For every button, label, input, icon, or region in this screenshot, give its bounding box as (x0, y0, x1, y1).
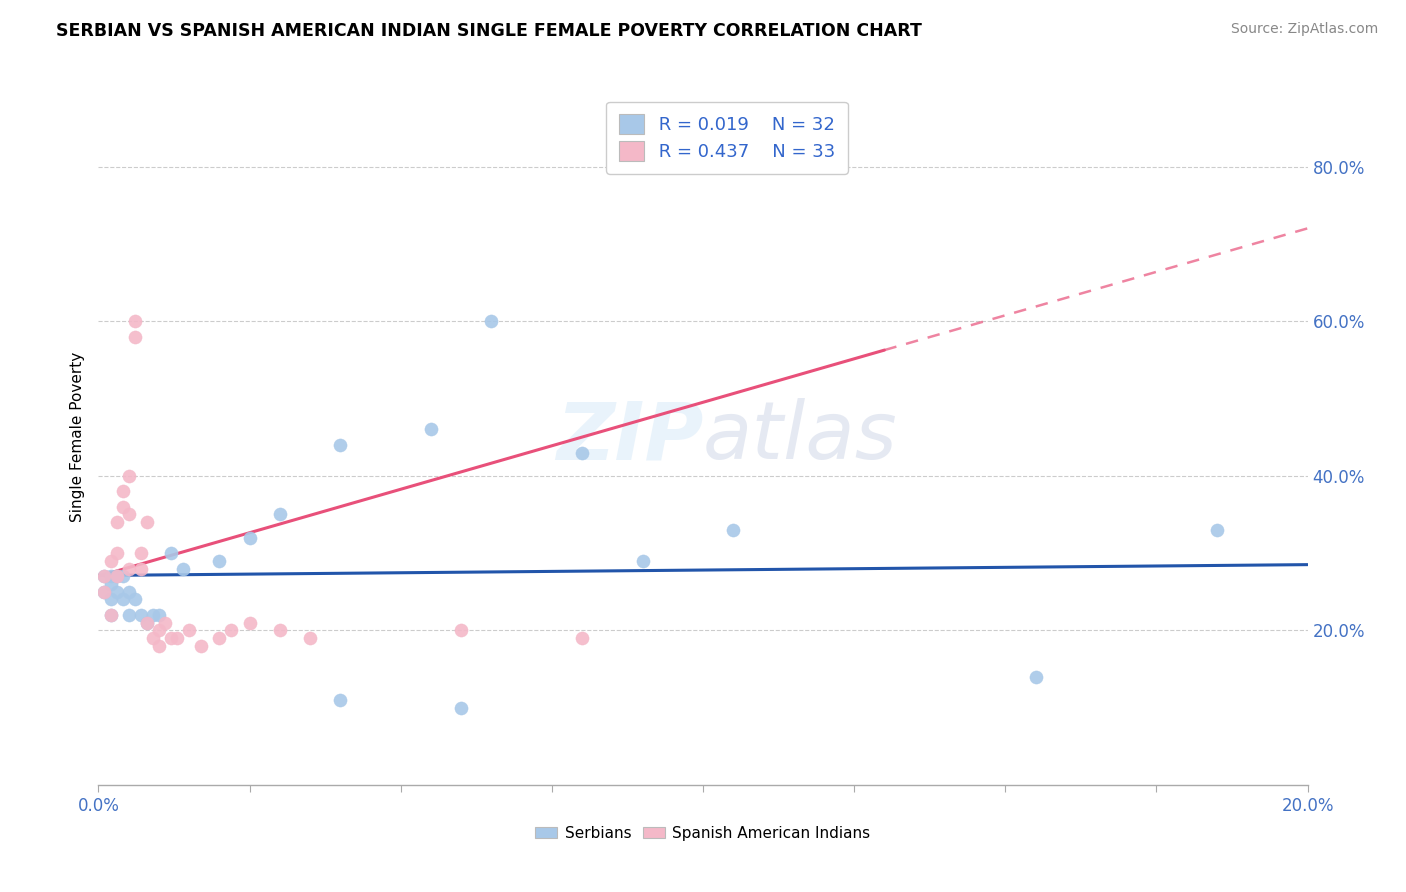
Text: atlas: atlas (703, 398, 898, 476)
Point (118, 607, 141, 622)
Point (135, 615, 157, 630)
Point (481, 314, 503, 328)
Point (299, 631, 322, 645)
Point (105, 546, 128, 560)
Point (631, 554, 654, 568)
Point (208, 554, 231, 568)
Point (239, 615, 262, 630)
Point (93, 584, 115, 599)
Point (124, 592, 146, 607)
Point (111, 484, 134, 499)
Point (1024, 670, 1046, 684)
Point (160, 546, 183, 560)
Point (105, 584, 128, 599)
Y-axis label: Single Female Poverty: Single Female Poverty (69, 352, 84, 522)
Point (100, 569, 122, 583)
Point (111, 500, 134, 514)
Point (129, 546, 152, 560)
Point (100, 577, 122, 591)
Point (93, 584, 115, 599)
Point (208, 631, 231, 645)
Point (148, 624, 170, 638)
Point (148, 639, 170, 653)
Point (1206, 523, 1229, 537)
Point (179, 624, 201, 638)
Text: Source: ZipAtlas.com: Source: ZipAtlas.com (1230, 22, 1378, 37)
Point (105, 515, 128, 529)
Point (118, 584, 141, 599)
Point (329, 438, 352, 452)
Text: SERBIAN VS SPANISH AMERICAN INDIAN SINGLE FEMALE POVERTY CORRELATION CHART: SERBIAN VS SPANISH AMERICAN INDIAN SINGL… (56, 22, 922, 40)
Point (221, 624, 243, 638)
Point (153, 615, 176, 630)
Point (105, 569, 128, 583)
Point (129, 561, 152, 575)
Legend: Serbians, Spanish American Indians: Serbians, Spanish American Indians (530, 820, 876, 847)
Point (135, 615, 157, 630)
Point (118, 468, 141, 483)
Point (118, 508, 141, 522)
Point (135, 515, 157, 529)
Point (93, 569, 115, 583)
Point (100, 554, 122, 568)
Point (571, 445, 593, 459)
Point (124, 314, 146, 328)
Point (124, 329, 146, 343)
Point (148, 607, 170, 622)
Point (129, 607, 152, 622)
Point (142, 607, 165, 622)
Point (190, 639, 212, 653)
Point (450, 700, 472, 714)
Point (450, 624, 472, 638)
Point (142, 631, 165, 645)
Point (571, 631, 593, 645)
Point (93, 569, 115, 583)
Point (269, 624, 291, 638)
Point (420, 422, 443, 436)
Point (100, 607, 122, 622)
Point (239, 531, 262, 545)
Point (160, 631, 183, 645)
Point (111, 569, 134, 583)
Point (723, 523, 745, 537)
Point (269, 508, 291, 522)
Point (100, 607, 122, 622)
Point (105, 569, 128, 583)
Point (673, 136, 696, 151)
Point (329, 693, 352, 707)
Point (166, 631, 188, 645)
Text: ZIP: ZIP (555, 398, 703, 476)
Point (118, 561, 141, 575)
Point (100, 592, 122, 607)
Point (172, 561, 194, 575)
Point (111, 592, 134, 607)
